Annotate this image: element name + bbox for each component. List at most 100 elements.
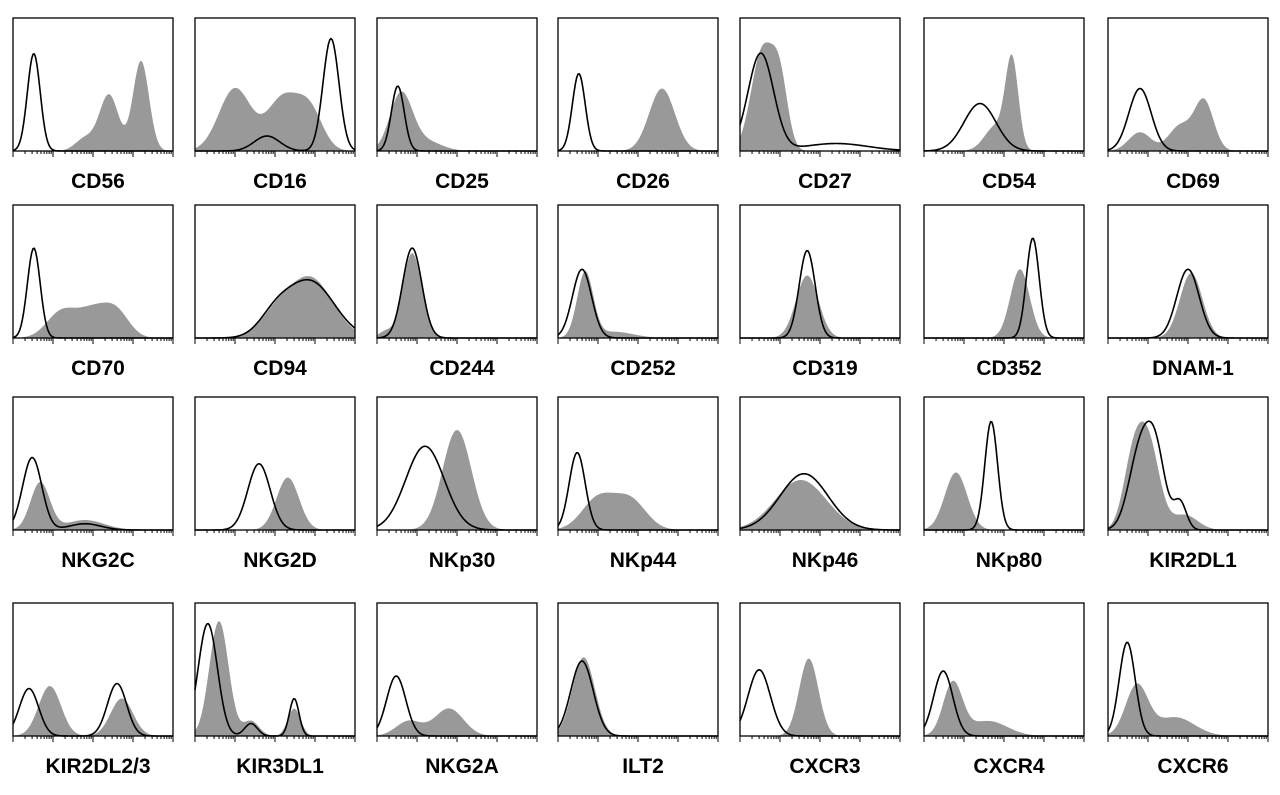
x-axis-ticks: [557, 338, 719, 344]
histogram-label: CD70: [71, 357, 125, 380]
x-axis-ticks: [376, 736, 538, 742]
histogram-label: CD54: [982, 170, 1036, 193]
histogram-label: ILT2: [622, 755, 664, 778]
histogram-plot: [1107, 204, 1269, 344]
histogram-label: CD56: [71, 170, 125, 193]
histogram-label: CD319: [792, 357, 858, 380]
stained-histogram: [195, 276, 355, 338]
histogram-plot: [923, 602, 1085, 742]
x-axis-ticks: [194, 151, 356, 157]
x-axis-ticks: [194, 338, 356, 344]
histogram-plot: [739, 396, 901, 536]
histogram-label: CD244: [429, 357, 495, 380]
stained-histogram: [740, 480, 900, 530]
x-axis-ticks: [923, 530, 1085, 536]
x-axis-ticks: [194, 530, 356, 536]
x-axis-ticks: [376, 530, 538, 536]
histogram-plot: [12, 204, 174, 344]
stained-histogram: [740, 275, 900, 338]
histogram-label: NKG2D: [243, 549, 317, 572]
histogram-panel-cd94: CD94: [194, 204, 366, 397]
plot-frame: [923, 204, 1085, 339]
x-axis-ticks: [557, 151, 719, 157]
x-axis-ticks: [739, 736, 901, 742]
stained-histogram: [1108, 683, 1268, 736]
histogram-panel-cd26: CD26: [557, 17, 729, 210]
histogram-plot: [1107, 602, 1269, 742]
stained-histogram: [1108, 421, 1268, 530]
histogram-label: CD26: [616, 170, 670, 193]
stained-histogram: [924, 680, 1084, 736]
histogram-plot: [194, 204, 356, 344]
histogram-panel-cd27: CD27: [739, 17, 911, 210]
histogram-panel-cxcr6: CXCR6: [1107, 602, 1279, 795]
histogram-panel-kir2dl2-3: KIR2DL2/3: [12, 602, 184, 795]
histogram-plot: [923, 204, 1085, 344]
histogram-panel-ilt2: ILT2: [557, 602, 729, 795]
stained-histogram: [558, 271, 718, 338]
histogram-plot: [557, 602, 719, 742]
histogram-plot: [376, 204, 538, 344]
histogram-panel-kir2dl1: KIR2DL1: [1107, 396, 1279, 589]
histogram-panel-cd25: CD25: [376, 17, 548, 210]
histogram-plot: [557, 204, 719, 344]
histogram-plot: [376, 17, 538, 157]
x-axis-ticks: [739, 338, 901, 344]
stained-histogram: [377, 430, 537, 530]
x-axis-ticks: [923, 338, 1085, 344]
histogram-label: CD69: [1166, 170, 1220, 193]
histogram-label: NKG2A: [425, 755, 499, 778]
histogram-label: CXCR4: [973, 755, 1045, 778]
x-axis-ticks: [12, 530, 174, 536]
histogram-panel-nkg2d: NKG2D: [194, 396, 366, 589]
histogram-plot: [376, 396, 538, 536]
stained-histogram: [924, 269, 1084, 338]
histogram-plot: [1107, 17, 1269, 157]
histogram-label: NKG2C: [61, 549, 135, 572]
histogram-label: CD25: [435, 170, 489, 193]
stained-histogram: [740, 42, 900, 151]
stained-histogram: [377, 708, 537, 736]
histogram-label: CD352: [976, 357, 1042, 380]
histogram-label: KIR2DL1: [1149, 549, 1237, 572]
histogram-plot: [12, 17, 174, 157]
x-axis-ticks: [739, 151, 901, 157]
x-axis-ticks: [1107, 530, 1269, 536]
stained-histogram: [1108, 98, 1268, 151]
x-axis-ticks: [923, 736, 1085, 742]
stained-histogram: [377, 253, 537, 338]
histogram-plot: [1107, 396, 1269, 536]
stained-histogram: [558, 657, 718, 736]
control-histogram: [557, 72, 718, 152]
histogram-panel-kir3dl1: KIR3DL1: [194, 602, 366, 795]
stained-histogram: [13, 686, 173, 736]
x-axis-ticks: [557, 736, 719, 742]
histogram-panel-dnam-1: DNAM-1: [1107, 204, 1279, 397]
histogram-plot: [12, 396, 174, 536]
histogram-plot: [12, 602, 174, 742]
histogram-label: NKp44: [609, 549, 677, 572]
stained-histogram: [195, 87, 355, 151]
x-axis-ticks: [739, 530, 901, 536]
histogram-panel-cd56: CD56: [12, 17, 184, 210]
histogram-plot: [923, 17, 1085, 157]
stained-histogram: [377, 91, 537, 151]
stained-histogram: [558, 88, 718, 151]
histogram-panel-nkp46: NKp46: [739, 396, 911, 589]
x-axis-ticks: [12, 736, 174, 742]
histogram-label: CXCR3: [789, 755, 861, 778]
histogram-panel-cd69: CD69: [1107, 17, 1279, 210]
histogram-panel-cd244: CD244: [376, 204, 548, 397]
x-axis-ticks: [376, 151, 538, 157]
histogram-label: NKp46: [791, 549, 859, 572]
stained-histogram: [195, 620, 355, 736]
stained-histogram: [558, 492, 718, 530]
histogram-label: CXCR6: [1157, 755, 1229, 778]
histogram-panel-nkg2c: NKG2C: [12, 396, 184, 589]
histogram-label: CD252: [610, 357, 676, 380]
stained-histogram: [740, 658, 900, 736]
histogram-panel-cd70: CD70: [12, 204, 184, 397]
histogram-panel-nkp80: NKp80: [923, 396, 1095, 589]
histogram-plot: [923, 396, 1085, 536]
